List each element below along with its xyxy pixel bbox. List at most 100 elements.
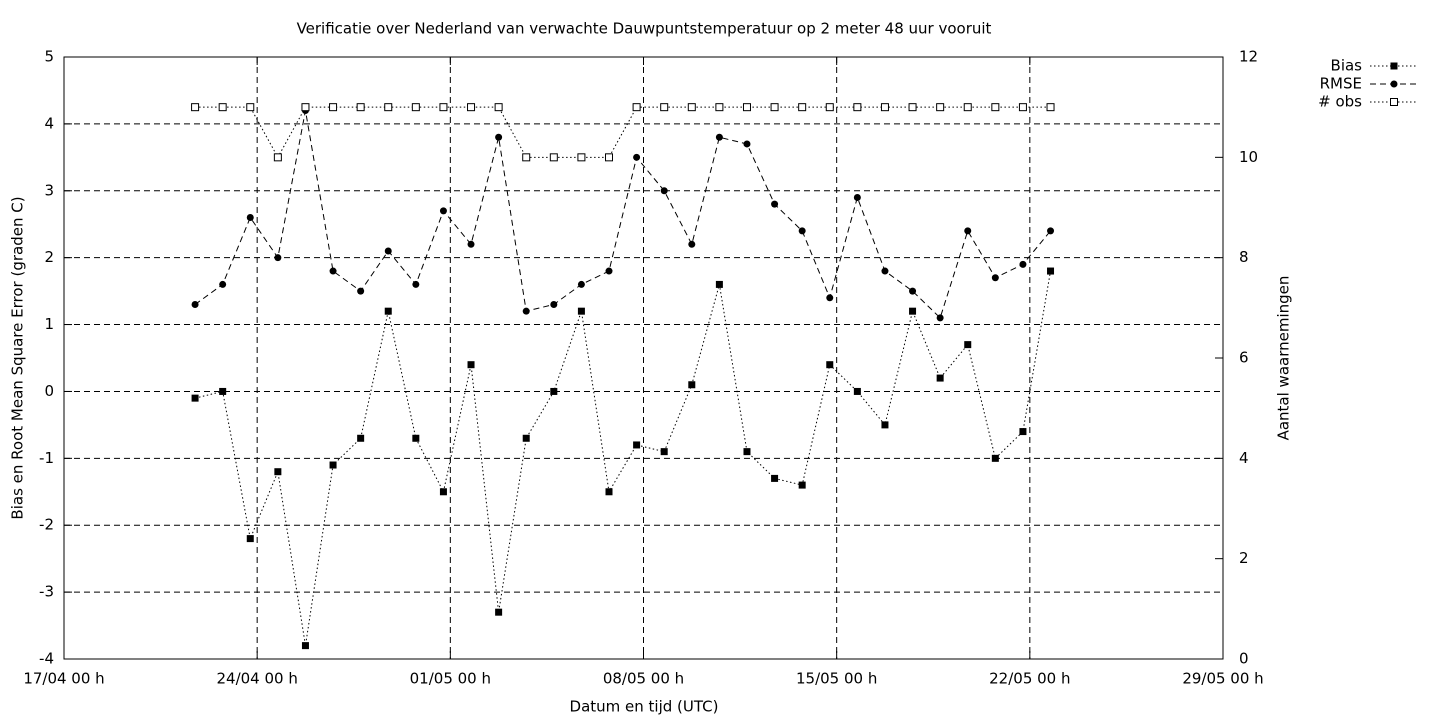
marker <box>577 280 585 288</box>
y2-tick-label: 0 <box>1239 650 1249 668</box>
marker <box>633 153 641 161</box>
marker <box>329 461 337 469</box>
y2-tick-label: 4 <box>1239 449 1249 467</box>
series-line <box>195 106 1051 159</box>
y-tick-label: 0 <box>44 382 54 400</box>
marker <box>384 247 392 255</box>
marker <box>826 361 834 369</box>
marker <box>219 387 227 395</box>
marker <box>577 153 586 162</box>
y-axis-label: Bias en Root Mean Square Error (graden C… <box>9 196 27 519</box>
legend-marker <box>1390 80 1398 88</box>
marker <box>715 103 724 112</box>
marker <box>991 274 999 282</box>
y2-tick-label: 8 <box>1239 248 1249 266</box>
marker <box>605 153 614 162</box>
marker <box>798 481 806 489</box>
marker <box>357 434 365 442</box>
marker <box>1047 227 1055 235</box>
marker <box>880 103 889 112</box>
y-tick-label: 2 <box>44 248 54 266</box>
marker <box>522 434 530 442</box>
y2-tick-label: 10 <box>1239 148 1258 166</box>
marker <box>688 240 696 248</box>
marker <box>909 307 917 315</box>
marker <box>936 103 945 112</box>
legend-marker <box>1390 98 1398 106</box>
marker <box>660 448 668 456</box>
marker <box>412 434 420 442</box>
legend-label: RMSE <box>1320 75 1362 93</box>
y-tick-label: 1 <box>44 315 54 333</box>
legend-label: Bias <box>1331 57 1363 75</box>
y-tick-label: 3 <box>44 181 54 199</box>
marker <box>1019 260 1027 268</box>
marker <box>274 254 282 262</box>
marker <box>964 341 972 349</box>
x-tick-label: 29/05 00 h <box>1182 670 1263 688</box>
marker <box>522 307 530 315</box>
marker <box>219 280 227 288</box>
marker <box>742 103 751 112</box>
marker <box>550 300 558 308</box>
marker <box>439 488 447 496</box>
marker <box>467 240 475 248</box>
marker <box>881 267 889 275</box>
marker <box>246 103 255 112</box>
x-tick-label: 17/04 00 h <box>23 670 104 688</box>
y2-tick-label: 6 <box>1239 349 1249 367</box>
y-tick-label: -3 <box>39 583 54 601</box>
marker <box>191 103 200 112</box>
marker <box>301 642 309 650</box>
series-line <box>194 110 1051 319</box>
x-tick-label: 15/05 00 h <box>796 670 877 688</box>
x-tick-label: 22/05 00 h <box>989 670 1070 688</box>
marker <box>1046 103 1055 112</box>
x-tick-label: 08/05 00 h <box>603 670 684 688</box>
x-tick-label: 01/05 00 h <box>410 670 491 688</box>
marker <box>246 535 254 543</box>
marker <box>853 103 862 112</box>
marker <box>936 374 944 382</box>
marker <box>384 103 393 112</box>
marker <box>495 133 503 141</box>
marker <box>1047 267 1055 275</box>
marker <box>522 153 531 162</box>
marker <box>633 441 641 449</box>
marker <box>743 140 751 148</box>
marker <box>632 103 641 112</box>
marker <box>191 394 199 402</box>
marker <box>549 153 558 162</box>
marker <box>412 280 420 288</box>
chart-title: Verificatie over Nederland van verwachte… <box>297 20 992 38</box>
marker <box>246 214 254 222</box>
series-line <box>194 270 1052 646</box>
marker <box>687 103 696 112</box>
marker <box>853 387 861 395</box>
marker <box>715 133 723 141</box>
marker <box>991 103 1000 112</box>
y2-axis-label: Aantal waarnemingen <box>1275 276 1293 441</box>
marker <box>881 421 889 429</box>
marker <box>1018 103 1027 112</box>
marker <box>357 287 365 295</box>
marker <box>991 454 999 462</box>
marker <box>660 187 668 195</box>
marker <box>550 387 558 395</box>
marker <box>273 153 282 162</box>
marker <box>688 381 696 389</box>
marker <box>577 307 585 315</box>
marker <box>218 103 227 112</box>
marker <box>356 103 365 112</box>
marker <box>743 448 751 456</box>
marker <box>467 103 476 112</box>
marker <box>329 103 338 112</box>
marker <box>495 608 503 616</box>
marker <box>605 488 613 496</box>
marker <box>771 474 779 482</box>
marker <box>384 307 392 315</box>
marker <box>825 103 834 112</box>
marker <box>439 207 447 215</box>
marker <box>191 300 199 308</box>
